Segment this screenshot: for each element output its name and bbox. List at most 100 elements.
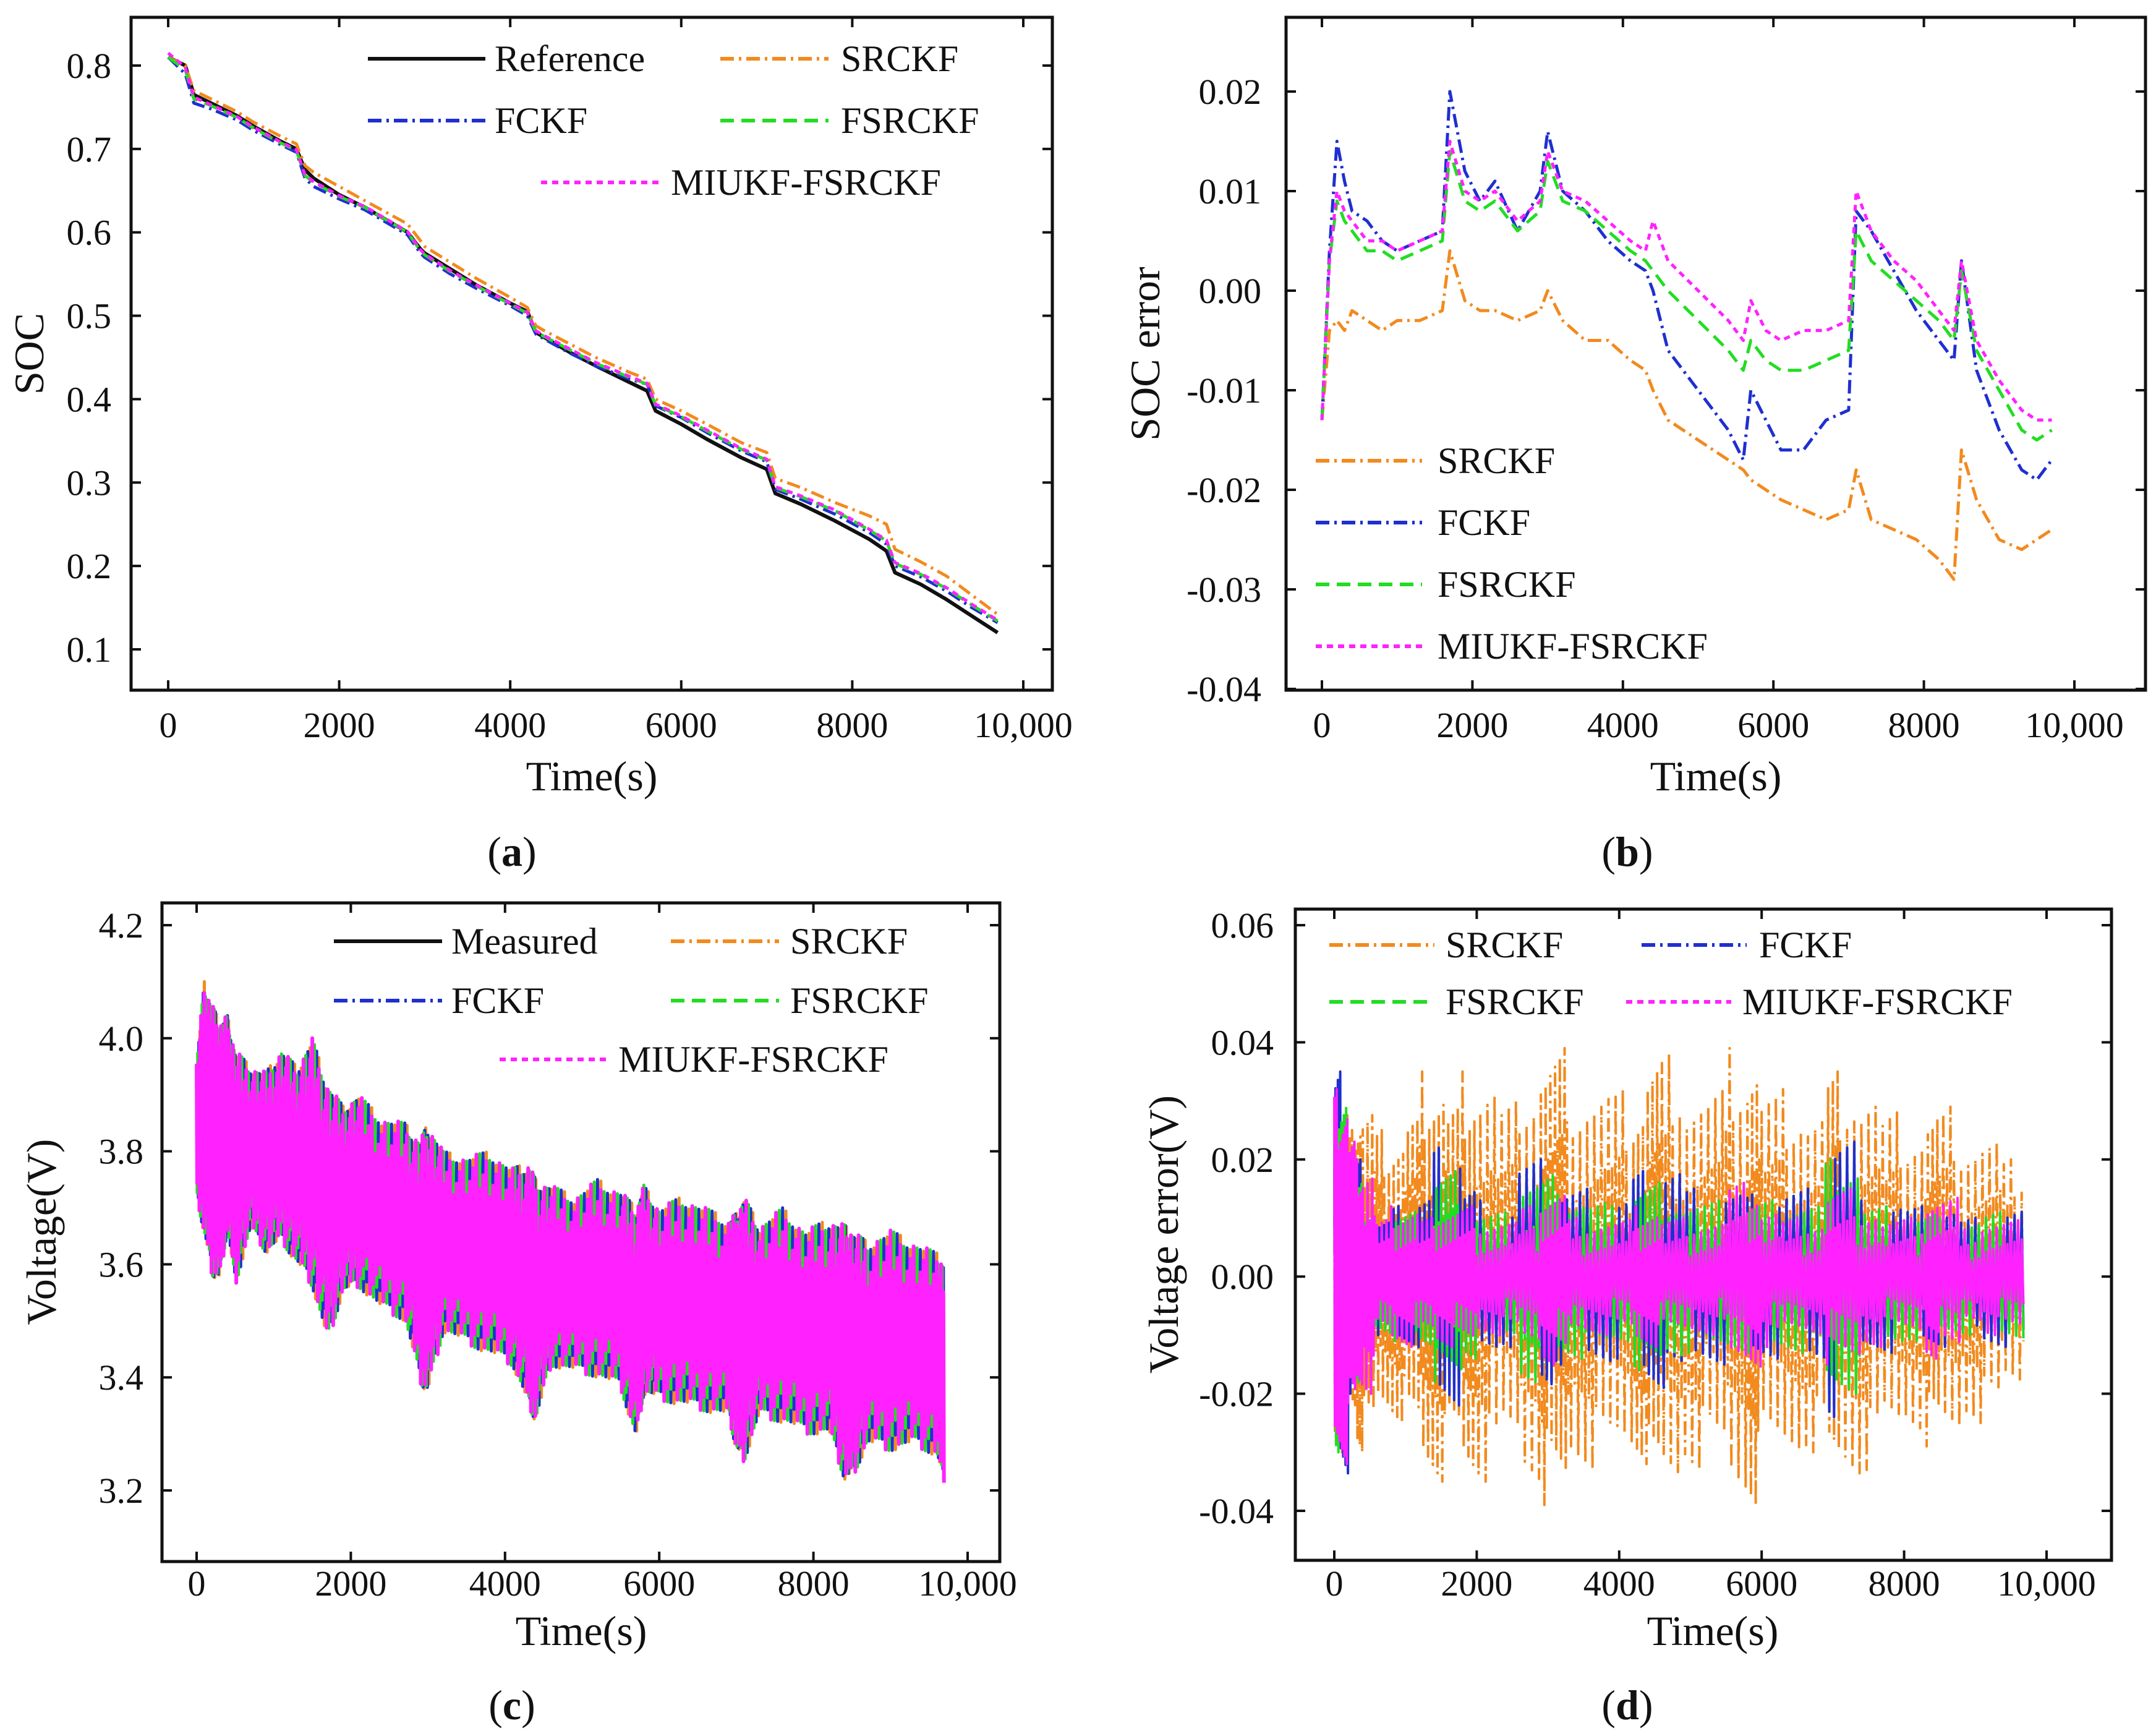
panel-b-legend-label-miukf-fsrckf: MIUKF-FSRCKF xyxy=(1438,626,1708,667)
panel-a-y-tick-label: 0.3 xyxy=(67,463,112,503)
panel-c-y-axis-title: Voltage(V) xyxy=(18,1139,65,1325)
panel-d-x-tick-label: 6000 xyxy=(1726,1563,1797,1604)
panel-d-caption-letter: d xyxy=(1616,1682,1639,1729)
panel-d-legend-label-miukf-fsrckf: MIUKF-FSRCKF xyxy=(1742,981,2013,1022)
panel-b-x-tick-label: 4000 xyxy=(1587,705,1659,745)
panel-c-x-axis-title: Time(s) xyxy=(516,1607,647,1654)
panel-b-y-tick-label: -0.01 xyxy=(1187,370,1261,411)
panel-d-x-axis-title: Time(s) xyxy=(1647,1607,1779,1654)
panel-c-y-tick-label: 3.4 xyxy=(99,1357,144,1398)
panel-c-caption-letter: c xyxy=(503,1682,521,1729)
panel-a-axes: 0 2000 4000 6000 8000 10,000 0.1 0.2 0.3 0.4 0.5 0.… xyxy=(67,17,1073,745)
panel-b-x-tick-label: 0 xyxy=(1313,705,1331,745)
panel-a-y-tick-label: 0.2 xyxy=(67,546,112,586)
panel-d-y-tick-label: 0.06 xyxy=(1211,905,1274,946)
panel-d-legend-label-fsrckf: FSRCKF xyxy=(1446,981,1583,1022)
panel-d-frame xyxy=(1293,907,2113,1562)
panel-c-legend-label-measured: Measured xyxy=(451,921,598,962)
panel-c-y-tick-label: 3.6 xyxy=(99,1244,144,1284)
panel-a: 0 2000 4000 6000 8000 10,000 0.1 0.2 0.3 0.4 0.5 0.… xyxy=(6,15,1073,875)
panel-d: 0 2000 4000 6000 8000 10,000 -0.04 -0.02 0.00 0.0… xyxy=(1140,905,2113,1729)
panel-a-caption: (a) xyxy=(487,828,536,875)
panel-c-y-tick-label: 3.2 xyxy=(99,1471,144,1511)
panel-c-y-tick-label: 4.0 xyxy=(99,1019,144,1059)
panel-a-legend-label-fsrckf: FSRCKF xyxy=(841,100,979,141)
panel-d-caption: (d) xyxy=(1601,1682,1653,1729)
panel-d-y-tick-label: 0.04 xyxy=(1211,1022,1274,1062)
panel-c: 0 2000 4000 6000 8000 10,000 3.2 3.4 3.6 3.8 4.0 4.… xyxy=(18,901,1017,1729)
panel-a-series-miukf-fsrckf xyxy=(167,51,999,622)
panel-b-y-tick-label: 0.00 xyxy=(1199,271,1262,311)
panel-b-data-layer xyxy=(1320,90,2053,581)
panel-a-caption-letter: a xyxy=(501,828,522,875)
panel-a-x-tick-label: 4000 xyxy=(474,705,546,745)
panel-d-x-tick-label: 4000 xyxy=(1583,1563,1655,1604)
panel-b-y-tick-label: 0.01 xyxy=(1199,171,1262,212)
panel-a-series-srckf xyxy=(167,56,999,616)
panel-d-legend: SRCKF FCKF FSRCKF MIUKF-FSRCKF xyxy=(1329,925,2013,1022)
panel-b-y-tick-label: 0.02 xyxy=(1199,72,1262,112)
panel-c-series-miukf-fsrckf xyxy=(195,991,946,1483)
panel-d-y-axis-title: Voltage error(V) xyxy=(1140,1095,1187,1374)
panel-b-y-axis-title: SOC error xyxy=(1122,267,1169,441)
panel-c-legend: Measured SRCKF FCKF FSRCKF MIUKF-FSRCKF xyxy=(334,921,928,1080)
panel-d-y-tick-label: 0.02 xyxy=(1211,1140,1274,1180)
panel-a-x-tick-label: 6000 xyxy=(646,705,717,745)
panel-a-legend-label-fckf: FCKF xyxy=(495,100,587,141)
panel-b-legend: SRCKF FCKF FSRCKF MIUKF-FSRCKF xyxy=(1316,440,1708,667)
panel-a-y-tick-label: 0.8 xyxy=(67,46,112,86)
panel-d-y-tick-label: -0.04 xyxy=(1199,1491,1274,1531)
panel-b-legend-label-srckf: SRCKF xyxy=(1438,440,1555,481)
panel-c-legend-label-miukf-fsrckf: MIUKF-FSRCKF xyxy=(618,1039,888,1080)
panel-d-x-tick-label: 8000 xyxy=(1868,1563,1940,1604)
panel-b: 0 2000 4000 6000 8000 10,000 -0.04 -0.03 -0.02 -0… xyxy=(1122,15,2147,875)
panel-b-x-tick-label: 6000 xyxy=(1737,705,1809,745)
panel-b-legend-label-fckf: FCKF xyxy=(1438,502,1530,543)
panel-a-legend-label-reference: Reference xyxy=(495,38,645,79)
panel-a-legend: Reference SRCKF FCKF FSRCKF MIUKF-FSRCKF xyxy=(368,38,979,203)
panel-b-y-tick-label: -0.03 xyxy=(1187,570,1261,610)
panel-d-data-layer xyxy=(1333,1046,2025,1507)
panel-c-legend-label-fckf: FCKF xyxy=(451,980,544,1021)
panel-a-y-tick-label: 0.5 xyxy=(67,296,112,336)
panel-c-x-tick-label: 4000 xyxy=(469,1563,541,1604)
panel-d-y-tick-label: -0.02 xyxy=(1199,1374,1274,1414)
panel-b-x-tick-label: 2000 xyxy=(1436,705,1508,745)
panel-b-x-axis-title: Time(s) xyxy=(1650,753,1782,800)
panel-d-axes: 0 2000 4000 6000 8000 10,000 -0.04 -0.02 0.00 0.0… xyxy=(1199,905,2111,1604)
panel-a-legend-label-miukf-fsrckf: MIUKF-FSRCKF xyxy=(671,162,941,203)
panel-b-series-fckf xyxy=(1320,90,2053,482)
panel-c-y-tick-label: 3.8 xyxy=(99,1132,144,1172)
panel-c-y-tick-label: 4.2 xyxy=(99,905,144,946)
panel-c-x-tick-label: 0 xyxy=(188,1563,206,1604)
panel-a-x-tick-label: 10,000 xyxy=(974,705,1073,745)
panel-b-legend-label-fsrckf: FSRCKF xyxy=(1438,564,1575,605)
panel-a-x-tick-label: 8000 xyxy=(816,705,888,745)
panel-a-x-axis-title: Time(s) xyxy=(526,753,658,800)
panel-c-legend-label-fsrckf: FSRCKF xyxy=(790,980,928,1021)
panel-d-x-tick-label: 10,000 xyxy=(1997,1563,2096,1604)
panel-c-legend-label-srckf: SRCKF xyxy=(790,921,908,962)
panel-c-data-layer xyxy=(195,980,946,1483)
panel-c-frame xyxy=(160,901,1002,1563)
panel-b-y-tick-label: -0.02 xyxy=(1187,470,1261,510)
panel-c-x-tick-label: 10,000 xyxy=(918,1563,1017,1604)
panel-b-axes: 0 2000 4000 6000 8000 10,000 -0.04 -0.03 -0.02 -0… xyxy=(1187,17,2145,745)
panel-c-caption: (c) xyxy=(488,1682,535,1729)
panel-d-y-tick-label: 0.00 xyxy=(1211,1257,1274,1297)
panel-b-x-tick-label: 8000 xyxy=(1888,705,1960,745)
panel-a-x-tick-label: 0 xyxy=(160,705,177,745)
panel-a-y-tick-label: 0.6 xyxy=(67,213,112,253)
panel-a-legend-label-srckf: SRCKF xyxy=(841,38,958,79)
panel-d-x-tick-label: 0 xyxy=(1326,1563,1344,1604)
panel-c-x-tick-label: 8000 xyxy=(778,1563,850,1604)
panel-b-series-srckf xyxy=(1320,249,2053,581)
panel-d-series-miukf-fsrckf xyxy=(1333,1088,2025,1466)
panel-c-x-tick-label: 2000 xyxy=(315,1563,386,1604)
panel-b-caption: (b) xyxy=(1601,828,1653,875)
panel-a-y-axis-title: SOC xyxy=(6,313,53,395)
panel-c-axes: 0 2000 4000 6000 8000 10,000 3.2 3.4 3.6 3.8 4.0 4.… xyxy=(99,903,1017,1604)
panel-b-series-fsrckf xyxy=(1320,150,2053,442)
panel-a-y-tick-label: 0.4 xyxy=(67,379,112,419)
